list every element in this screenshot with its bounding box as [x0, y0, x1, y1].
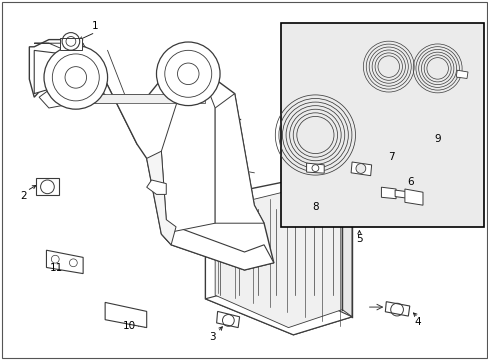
Polygon shape	[34, 50, 78, 94]
Polygon shape	[381, 187, 395, 199]
Polygon shape	[205, 281, 351, 335]
Polygon shape	[34, 43, 88, 56]
Text: 8: 8	[311, 202, 318, 212]
Text: 2: 2	[20, 191, 27, 201]
Circle shape	[299, 119, 331, 151]
Polygon shape	[215, 191, 342, 328]
Polygon shape	[385, 302, 409, 316]
Text: 6: 6	[407, 177, 413, 187]
Polygon shape	[342, 198, 351, 317]
Text: 1: 1	[92, 21, 99, 31]
Polygon shape	[350, 162, 371, 176]
Text: 5: 5	[355, 234, 362, 244]
Circle shape	[379, 58, 397, 75]
Polygon shape	[306, 163, 324, 173]
Polygon shape	[146, 151, 176, 245]
Text: 7: 7	[387, 152, 394, 162]
Polygon shape	[39, 83, 78, 108]
Polygon shape	[46, 250, 83, 274]
Polygon shape	[205, 180, 351, 335]
Polygon shape	[161, 83, 215, 234]
Polygon shape	[404, 189, 422, 205]
Polygon shape	[215, 94, 264, 223]
Circle shape	[156, 42, 220, 105]
Circle shape	[44, 46, 107, 109]
Circle shape	[355, 163, 365, 174]
Text: 3: 3	[209, 332, 216, 342]
Polygon shape	[83, 94, 205, 103]
Polygon shape	[60, 38, 81, 50]
Polygon shape	[161, 227, 273, 270]
Polygon shape	[36, 178, 59, 195]
Polygon shape	[105, 302, 146, 328]
Circle shape	[428, 60, 446, 77]
Polygon shape	[455, 70, 467, 78]
Text: 9: 9	[433, 134, 440, 144]
Text: 10: 10	[123, 321, 136, 331]
Polygon shape	[394, 190, 405, 198]
Text: 4: 4	[414, 317, 421, 327]
Bar	[281, 23, 483, 227]
Polygon shape	[29, 40, 273, 270]
Polygon shape	[216, 311, 239, 328]
Polygon shape	[146, 180, 166, 194]
Text: 11: 11	[49, 263, 63, 273]
